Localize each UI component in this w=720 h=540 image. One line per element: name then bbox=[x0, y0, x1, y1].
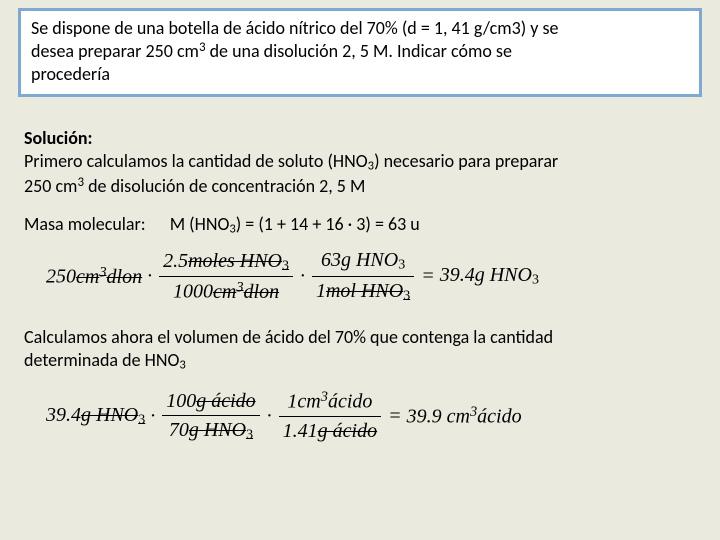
eq1-f2-den-val: 1 bbox=[316, 280, 326, 302]
eq1-f1-den-val: 1000 bbox=[173, 281, 213, 303]
eq1-frac1: 2.5moles HNO3 1000cm3dlon bbox=[159, 248, 293, 305]
eq2-f2-num-u2: ácido bbox=[328, 391, 372, 413]
eq1-result-sub: 3 bbox=[532, 273, 539, 288]
eq2-frac1: 100g ácido 70g HNO3 bbox=[162, 388, 259, 445]
eq1-f2-den-unit: mol HNO bbox=[326, 280, 403, 302]
eq2-frac2: 1cm3ácido 1.41g ácido bbox=[279, 388, 381, 443]
eq1-result-unit: g HNO bbox=[475, 264, 532, 286]
eq2-f2-num-val: 1 bbox=[287, 391, 297, 413]
eq2-f1-den-val: 70 bbox=[169, 419, 189, 441]
problem-statement-box: Se dispone de una botella de ácido nítri… bbox=[18, 8, 702, 97]
dot-icon: · bbox=[150, 403, 155, 429]
eq2-lead-u1: g bbox=[81, 404, 91, 426]
eq1-lead-unit: cm bbox=[76, 266, 99, 288]
problem-line2-exp: 3 bbox=[199, 40, 206, 55]
solution-block: Solución: Primero calculamos la cantidad… bbox=[10, 127, 710, 444]
eq1-f2-num-sub: 3 bbox=[398, 258, 405, 273]
eq2-lead-u2: HNO bbox=[96, 404, 138, 426]
equation-1: 250cm3dlon · 2.5moles HNO3 1000cm3dlon ·… bbox=[46, 247, 696, 305]
eq1-f2-den-sub: 3 bbox=[403, 288, 410, 303]
equals-icon: = bbox=[388, 403, 402, 429]
sol-p2b: determinada de HNO bbox=[24, 349, 179, 371]
sol-p1d: de disolución de concentración 2, 5 M bbox=[84, 175, 365, 197]
sol-p2-sub: 3 bbox=[179, 357, 185, 372]
eq1-f1-den-unit: cm bbox=[213, 281, 236, 303]
eq2-f2-den-unit: g ácido bbox=[318, 420, 377, 442]
eq1-f1-num-val: 2.5 bbox=[163, 250, 188, 272]
solution-para2: Calculamos ahora el volumen de ácido del… bbox=[24, 326, 696, 374]
eq2-result-u1: cm bbox=[447, 405, 470, 427]
problem-line1: Se dispone de una botella de ácido nítri… bbox=[31, 17, 558, 39]
equation-2: 39.4g HNO3 · 100g ácido 70g HNO3 · 1cm3á… bbox=[46, 388, 696, 445]
eq1-result: 39.4g HNO3 bbox=[440, 262, 539, 290]
eq2-f1-num-val: 100 bbox=[166, 390, 196, 412]
eq1-result-val: 39.4 bbox=[440, 264, 475, 286]
eq2-result-val: 39.9 bbox=[407, 405, 442, 427]
eq2-f1-num-unit: g ácido bbox=[196, 390, 255, 412]
eq2-result: 39.9 cm3ácido bbox=[407, 403, 522, 429]
masa-val-b: ) = (1 + 14 + 16 · 3) = 63 u bbox=[236, 213, 420, 235]
sol-p1c: 250 cm bbox=[24, 175, 77, 197]
dot-icon: · bbox=[147, 263, 152, 289]
eq2-f2-num-unit: cm bbox=[297, 391, 320, 413]
equals-icon: = bbox=[421, 263, 435, 289]
eq1-lead-val: 250 bbox=[46, 266, 76, 288]
molecular-mass-row: Masa molecular: M (HNO3) = (1 + 14 + 16 … bbox=[24, 213, 696, 238]
eq2-f1-den-u1: g bbox=[189, 419, 199, 441]
masa-label: Masa molecular: bbox=[24, 213, 146, 236]
dot-icon: · bbox=[300, 263, 305, 289]
problem-line3: procedería bbox=[31, 63, 110, 85]
eq2-lead-val: 39.4 bbox=[46, 404, 81, 426]
eq1-f1-num-sub: 3 bbox=[282, 258, 289, 273]
eq1-lead-dlon: dlon bbox=[107, 266, 143, 288]
problem-line2a: desea preparar 250 cm bbox=[31, 40, 199, 62]
eq1-lead: 250cm3dlon bbox=[46, 263, 142, 289]
masa-val-a: M (HNO bbox=[170, 213, 230, 235]
solution-para1: Solución: Primero calculamos la cantidad… bbox=[24, 127, 696, 198]
eq2-f1-den-sub: 3 bbox=[246, 427, 253, 442]
dot-icon: · bbox=[267, 403, 272, 429]
eq1-f1-num-unit: moles HNO bbox=[188, 250, 282, 272]
sol-p1b: ) necesario para preparar bbox=[374, 150, 558, 172]
eq1-frac2: 63g HNO3 1mol HNO3 bbox=[312, 247, 414, 305]
eq1-f2-num-val: 63 bbox=[321, 249, 341, 271]
sol-p2a: Calculamos ahora el volumen de ácido del… bbox=[24, 326, 553, 348]
eq2-lead-sub: 3 bbox=[138, 413, 145, 428]
eq2-result-u2: ácido bbox=[477, 405, 521, 427]
solution-title: Solución: bbox=[24, 127, 93, 149]
eq1-f2-num-unit: g HNO bbox=[341, 249, 398, 271]
eq2-f2-den-val: 1.41 bbox=[283, 420, 318, 442]
problem-line2b: de una disolución 2, 5 M. Indicar cómo s… bbox=[206, 40, 512, 62]
eq2-f1-den-u2: HNO bbox=[204, 419, 246, 441]
sol-p1a: Primero calculamos la cantidad de soluto… bbox=[24, 150, 368, 172]
eq2-lead: 39.4g HNO3 bbox=[46, 402, 145, 430]
eq1-f1-den-dlon: dlon bbox=[244, 281, 280, 303]
